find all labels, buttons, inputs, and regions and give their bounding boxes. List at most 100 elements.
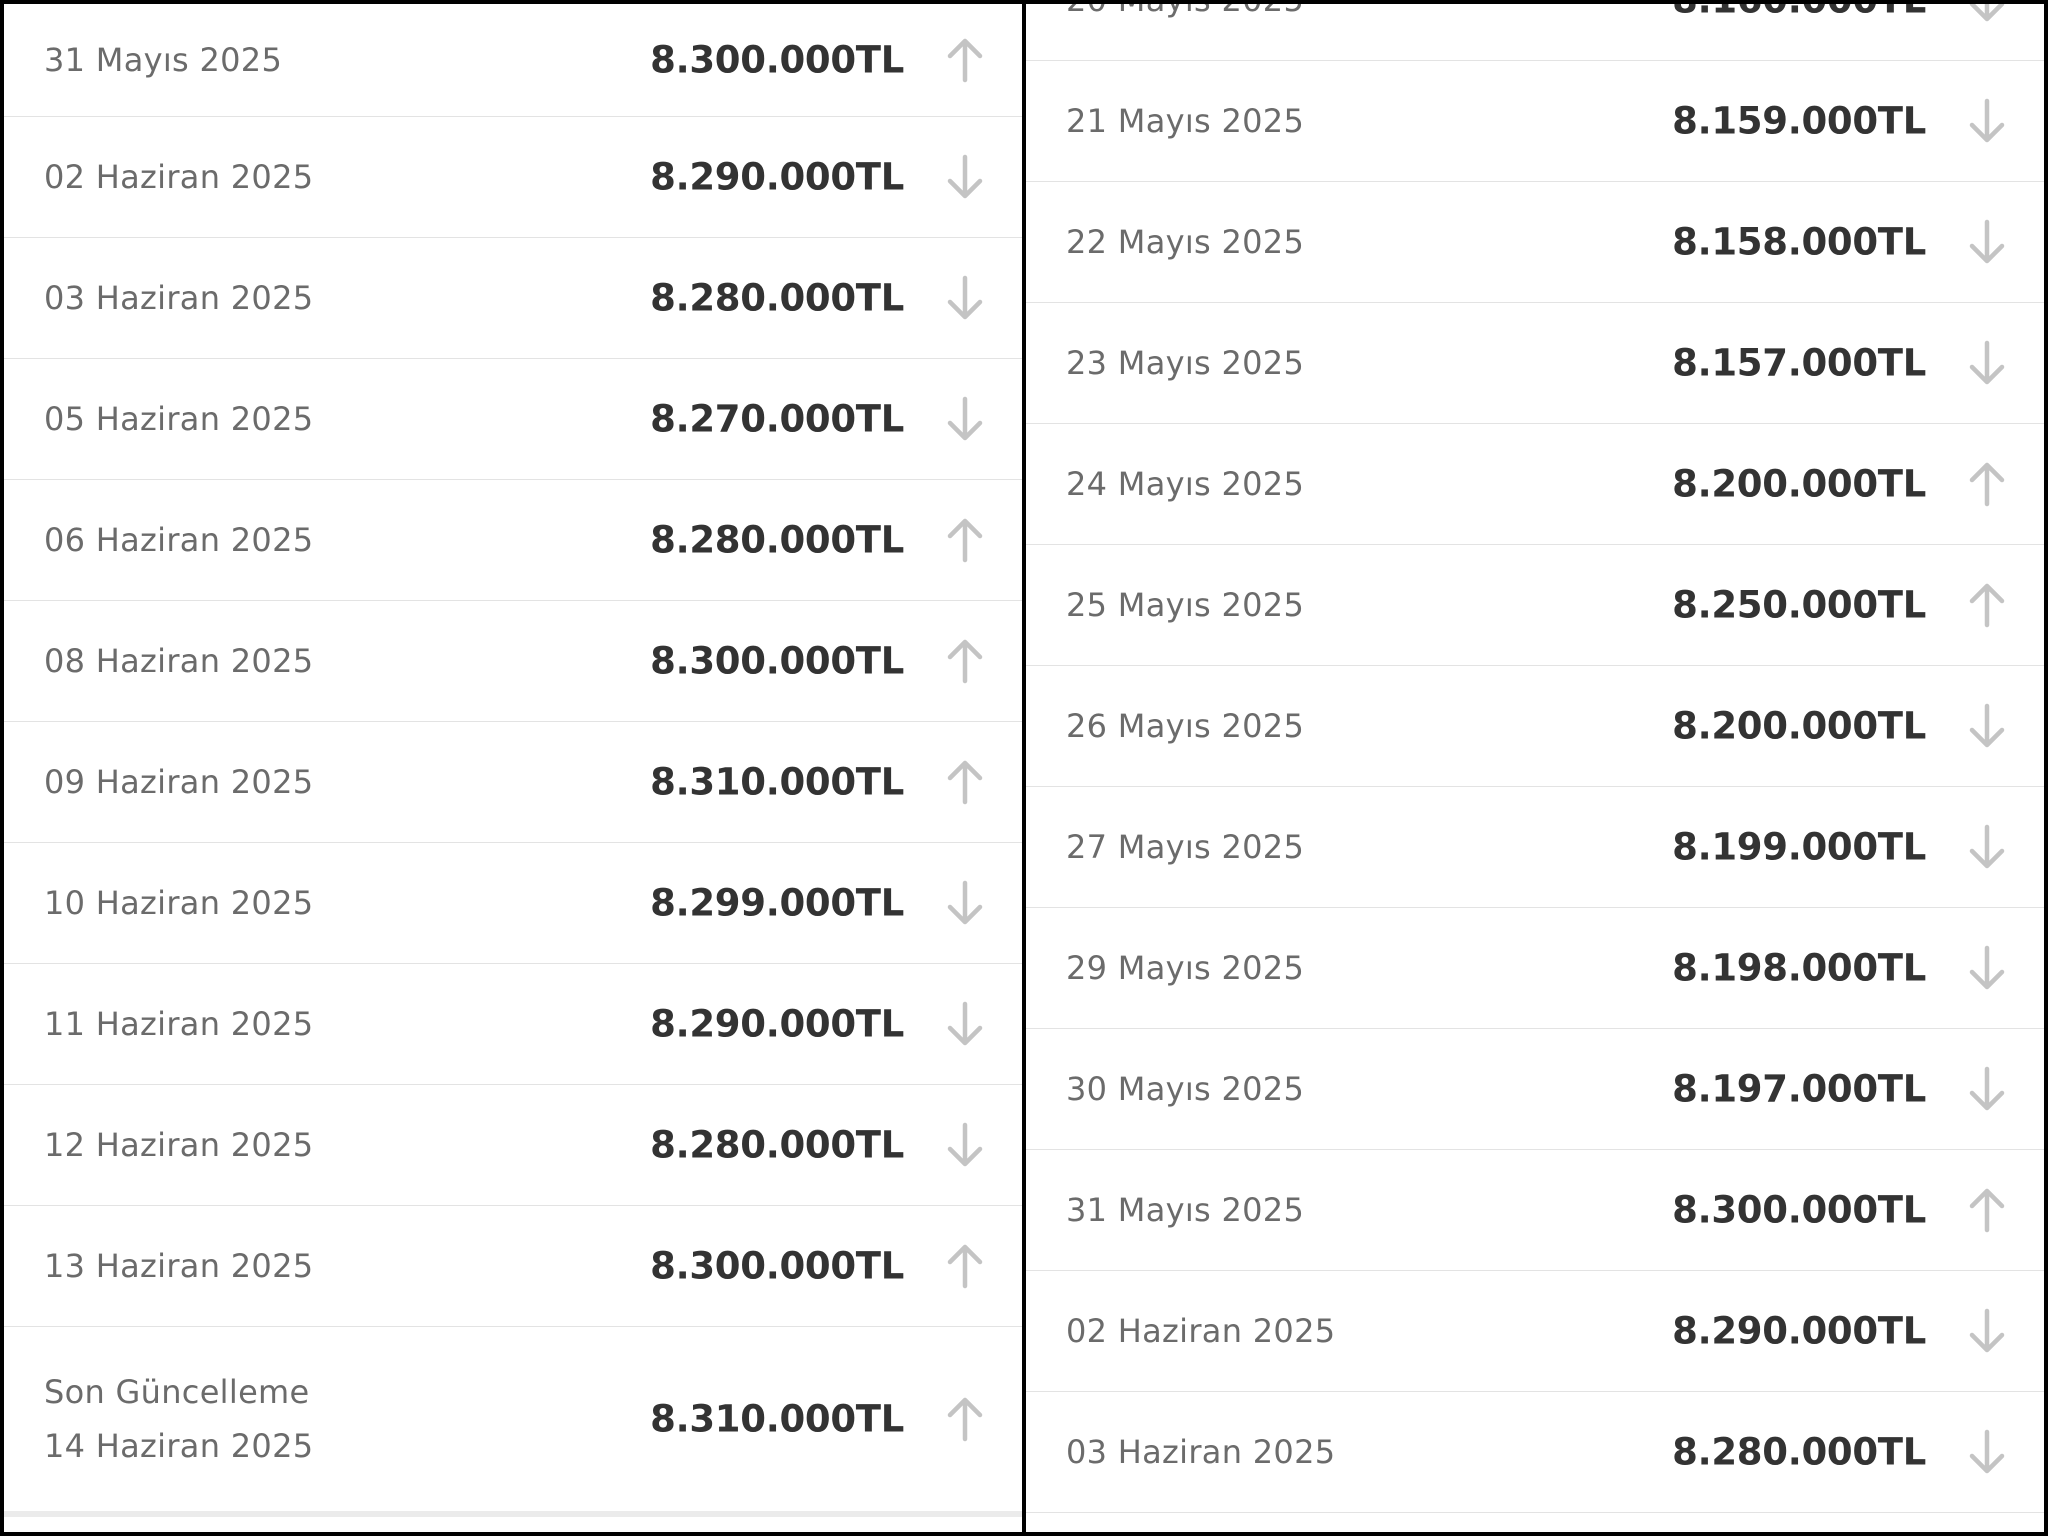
price-row: 22 Mayıs 2025 8.158.000TL (1026, 182, 2044, 303)
arrow-down-icon (946, 1122, 984, 1168)
price-row: 21 Mayıs 2025 8.159.000TL (1026, 61, 2044, 182)
price-value: 8.199.000TL (1672, 825, 1926, 869)
price-value: 8.299.000TL (650, 881, 904, 925)
last-update-date: 14 Haziran 2025 (44, 1427, 314, 1465)
arrow-down-icon (1968, 98, 2006, 144)
price-history-list: 20 Mayıs 2025 8.160.000TL 21 Mayıs 2025 … (1026, 4, 2044, 1513)
price-row: 26 Mayıs 2025 8.200.000TL (1026, 666, 2044, 787)
price-date: 03 Haziran 2025 (1066, 1433, 1336, 1471)
arrow-up-icon (1968, 582, 2006, 628)
price-value: 8.157.000TL (1672, 341, 1926, 385)
price-date: 21 Mayıs 2025 (1066, 102, 1305, 140)
price-row: 12 Haziran 2025 8.280.000TL (4, 1085, 1022, 1206)
price-date: 20 Mayıs 2025 (1066, 4, 1304, 19)
price-row: 20 Mayıs 2025 8.160.000TL (1026, 4, 2044, 61)
price-row: 08 Haziran 2025 8.300.000TL (4, 601, 1022, 722)
right-price-history-panel: 20 Mayıs 2025 8.160.000TL 21 Mayıs 2025 … (1026, 4, 2044, 1532)
arrow-down-icon (1968, 824, 2006, 870)
price-date: 27 Mayıs 2025 (1066, 828, 1305, 866)
arrow-up-icon (946, 1243, 984, 1289)
arrow-up-icon (1968, 461, 2006, 507)
price-date: 09 Haziran 2025 (44, 763, 314, 801)
price-value: 8.197.000TL (1672, 1067, 1926, 1111)
price-date: 23 Mayıs 2025 (1066, 344, 1305, 382)
price-date: 06 Haziran 2025 (44, 521, 314, 559)
price-row: 25 Mayıs 2025 8.250.000TL (1026, 545, 2044, 666)
price-value: 8.200.000TL (1672, 704, 1926, 748)
arrow-down-icon (1968, 1429, 2006, 1475)
price-value: 8.290.000TL (1672, 1309, 1926, 1353)
arrow-down-icon (1968, 340, 2006, 386)
arrow-down-icon (946, 154, 984, 200)
price-row: 03 Haziran 2025 8.280.000TL (1026, 1392, 2044, 1513)
price-date: 30 Mayıs 2025 (1066, 1070, 1305, 1108)
price-date: 11 Haziran 2025 (44, 1005, 314, 1043)
price-value: 8.300.000TL (650, 639, 904, 683)
arrow-down-icon (1968, 703, 2006, 749)
arrow-down-icon (1968, 945, 2006, 991)
price-date: 02 Haziran 2025 (44, 158, 314, 196)
price-row: 24 Mayıs 2025 8.200.000TL (1026, 424, 2044, 545)
price-value: 8.300.000TL (1672, 1188, 1926, 1232)
price-date: 02 Haziran 2025 (1066, 1312, 1336, 1350)
price-date: 29 Mayıs 2025 (1066, 949, 1305, 987)
arrow-down-icon (1968, 1066, 2006, 1112)
arrow-up-icon (946, 759, 984, 805)
price-date: 24 Mayıs 2025 (1066, 465, 1305, 503)
price-date: 10 Haziran 2025 (44, 884, 314, 922)
price-row: 03 Haziran 2025 8.280.000TL (4, 238, 1022, 359)
price-value: 8.290.000TL (650, 155, 904, 199)
arrow-down-icon (1968, 4, 2006, 23)
price-date: 31 Mayıs 2025 (44, 41, 283, 79)
price-value: 8.160.000TL (1672, 4, 1926, 22)
price-value: 8.300.000TL (650, 1244, 904, 1288)
price-row: 27 Mayıs 2025 8.199.000TL (1026, 787, 2044, 908)
price-date: 22 Mayıs 2025 (1066, 223, 1305, 261)
arrow-up-icon (946, 1396, 984, 1442)
price-value: 8.280.000TL (650, 518, 904, 562)
price-row: 02 Haziran 2025 8.290.000TL (4, 117, 1022, 238)
price-date: 25 Mayıs 2025 (1066, 586, 1305, 624)
arrow-down-icon (1968, 219, 2006, 265)
price-row: 02 Haziran 2025 8.290.000TL (1026, 1271, 2044, 1392)
left-price-history-panel: 31 Mayıs 2025 8.300.000TL 02 Haziran 202… (4, 4, 1022, 1532)
price-date: 26 Mayıs 2025 (1066, 707, 1305, 745)
price-value: 8.280.000TL (650, 1123, 904, 1167)
price-value: 8.200.000TL (1672, 462, 1926, 506)
arrow-up-icon (946, 638, 984, 684)
price-value: 8.270.000TL (650, 397, 904, 441)
arrow-down-icon (946, 396, 984, 442)
price-value: 8.280.000TL (650, 276, 904, 320)
last-update-label: Son Güncelleme (44, 1373, 310, 1411)
arrow-down-icon (1968, 1308, 2006, 1354)
price-row: 23 Mayıs 2025 8.157.000TL (1026, 303, 2044, 424)
price-value: 8.159.000TL (1672, 99, 1926, 143)
price-value: 8.158.000TL (1672, 220, 1926, 264)
price-value: 8.300.000TL (650, 38, 904, 82)
price-date: 13 Haziran 2025 (44, 1247, 314, 1285)
price-date: 31 Mayıs 2025 (1066, 1191, 1305, 1229)
price-row: 13 Haziran 2025 8.300.000TL (4, 1206, 1022, 1327)
arrow-up-icon (946, 517, 984, 563)
last-update-row: Son Güncelleme 14 Haziran 2025 8.310.000… (4, 1327, 1022, 1517)
price-date: 05 Haziran 2025 (44, 400, 314, 438)
price-row: 11 Haziran 2025 8.290.000TL (4, 964, 1022, 1085)
arrow-up-icon (946, 37, 984, 83)
arrow-down-icon (946, 880, 984, 926)
price-value: 8.280.000TL (1672, 1430, 1926, 1474)
price-row: 31 Mayıs 2025 8.300.000TL (1026, 1150, 2044, 1271)
price-row: 06 Haziran 2025 8.280.000TL (4, 480, 1022, 601)
arrow-down-icon (946, 275, 984, 321)
price-date: 08 Haziran 2025 (44, 642, 314, 680)
price-row: 09 Haziran 2025 8.310.000TL (4, 722, 1022, 843)
price-row: 31 Mayıs 2025 8.300.000TL (4, 4, 1022, 117)
arrow-up-icon (1968, 1187, 2006, 1233)
price-row: 05 Haziran 2025 8.270.000TL (4, 359, 1022, 480)
last-update-price: 8.310.000TL (650, 1397, 904, 1441)
arrow-down-icon (946, 1001, 984, 1047)
price-value: 8.250.000TL (1672, 583, 1926, 627)
last-update-info: Son Güncelleme 14 Haziran 2025 (44, 1365, 313, 1473)
price-value: 8.310.000TL (650, 760, 904, 804)
price-date: 03 Haziran 2025 (44, 279, 314, 317)
price-row: 30 Mayıs 2025 8.197.000TL (1026, 1029, 2044, 1150)
